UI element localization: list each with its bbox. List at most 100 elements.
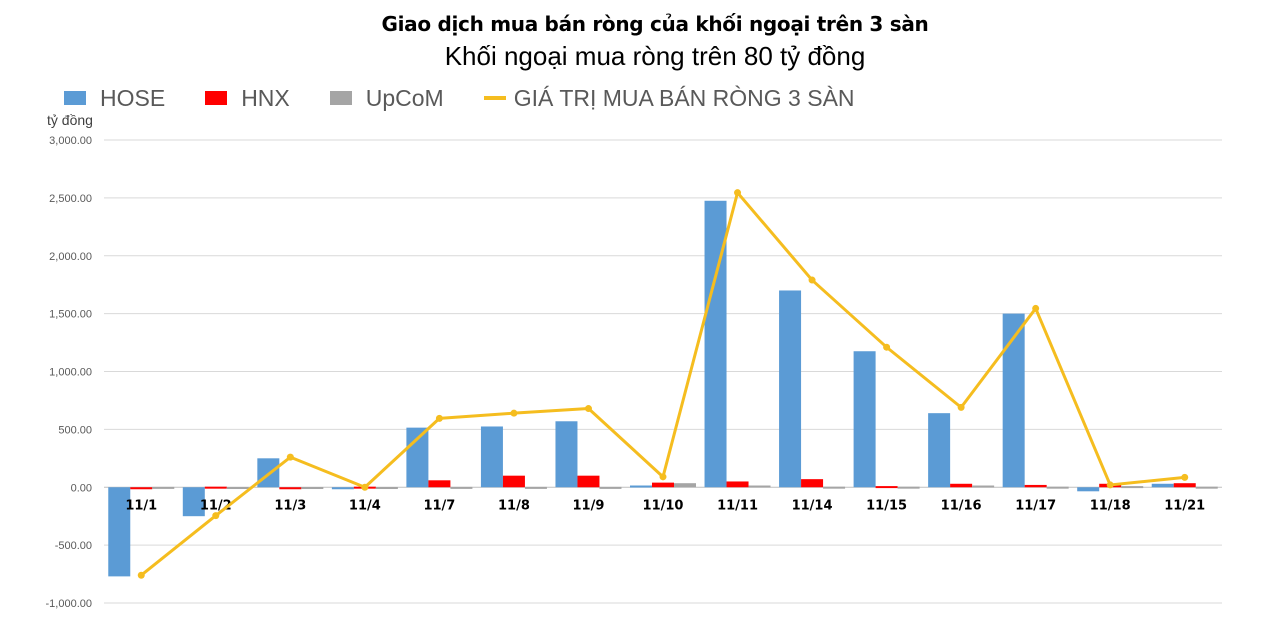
x-tick-label: 11/9 [573, 498, 605, 513]
x-tick-label: 11/3 [274, 498, 306, 513]
bar-upcom[interactable] [1121, 486, 1144, 489]
bar-hnx[interactable] [577, 475, 600, 488]
line-point-marker[interactable] [1106, 481, 1114, 489]
bar-upcom[interactable] [1195, 486, 1218, 489]
bar-hose[interactable] [182, 487, 205, 517]
bar-upcom[interactable] [823, 486, 846, 489]
x-tick-label: 11/7 [423, 498, 455, 513]
bar-hnx[interactable] [950, 483, 973, 488]
y-tick-label: 1,000.00 [49, 367, 92, 379]
bar-hnx[interactable] [875, 486, 898, 489]
x-tick-label: 11/14 [792, 498, 833, 513]
bar-upcom[interactable] [1046, 486, 1069, 489]
bar-upcom[interactable] [972, 485, 995, 488]
x-tick-label: 11/18 [1090, 498, 1131, 513]
y-tick-label: -500.00 [55, 540, 92, 552]
line-point-marker[interactable] [584, 405, 592, 413]
bar-upcom[interactable] [674, 483, 696, 488]
bar-upcom[interactable] [375, 487, 398, 490]
upcom-swatch-icon [329, 91, 352, 105]
x-tick-label: 11/8 [498, 498, 530, 513]
bar-upcom[interactable] [226, 487, 249, 490]
bar-hnx[interactable] [801, 479, 824, 488]
line-point-marker[interactable] [659, 473, 667, 481]
line-point-marker[interactable] [361, 483, 369, 491]
bar-hose[interactable] [1151, 483, 1174, 488]
bar-hose[interactable] [704, 200, 727, 488]
bar-hose[interactable] [480, 426, 503, 488]
x-tick-label: 11/16 [941, 498, 982, 513]
bar-series [108, 200, 1218, 577]
line-point-marker[interactable] [808, 276, 816, 284]
bar-hose[interactable] [108, 487, 131, 577]
chart-subtitle: Khối ngoại mua ròng trên 80 tỷ đồng [444, 41, 866, 71]
bar-hose[interactable] [331, 487, 354, 490]
legend-item-total[interactable]: GIÁ TRỊ MUA BÁN RÒNG 3 SÀN [483, 84, 855, 112]
bar-hnx[interactable] [726, 481, 749, 488]
bar-hnx[interactable] [652, 482, 674, 488]
bar-hose[interactable] [406, 427, 429, 488]
line-point-marker[interactable] [510, 409, 518, 417]
y-axis-ticks: -1,000.00 -500.00 0.00 500.00 1,000.00 1,500.… [46, 135, 92, 610]
legend-item-upcom[interactable]: UpCoM [329, 85, 444, 112]
bar-upcom[interactable] [450, 486, 473, 489]
bar-hose[interactable] [630, 485, 652, 488]
bar-hnx[interactable] [1024, 484, 1047, 488]
bar-upcom[interactable] [599, 486, 622, 489]
bar-hose[interactable] [853, 351, 876, 488]
hose-swatch-icon [64, 91, 86, 105]
bar-upcom[interactable] [301, 487, 324, 490]
bar-hnx[interactable] [204, 486, 227, 489]
line-point-marker[interactable] [286, 453, 294, 461]
y-tick-label: 2,000.00 [49, 251, 92, 263]
legend-label: HOSE [100, 84, 166, 111]
x-tick-label: 11/17 [1015, 498, 1056, 513]
x-axis-labels: 11/1 11/2 11/3 11/4 11/7 11/8 11/9 11/10 11/11 11… [125, 498, 1205, 513]
line-point-marker[interactable] [1181, 473, 1189, 481]
bar-upcom[interactable] [524, 486, 547, 489]
y-tick-label: -1,000.00 [46, 598, 92, 610]
line-point-marker[interactable] [137, 571, 145, 579]
bar-hnx[interactable] [130, 487, 153, 490]
line-point-marker[interactable] [734, 189, 742, 197]
line-point-marker[interactable] [435, 414, 443, 422]
y-tick-label: 3,000.00 [49, 135, 92, 147]
bar-hose[interactable] [1077, 487, 1100, 492]
legend-item-hose[interactable]: HOSE [64, 85, 165, 112]
line-point-marker[interactable] [212, 512, 220, 520]
line-marker-icon [483, 96, 506, 100]
y-tick-label: 2,500.00 [49, 193, 92, 205]
bar-hnx[interactable] [502, 475, 525, 488]
line-point-marker[interactable] [1032, 304, 1040, 312]
chart-title: Giao dịch mua bán ròng của khối ngoại tr… [381, 12, 929, 36]
bar-hnx[interactable] [1173, 483, 1196, 488]
net-total-line [140, 191, 1185, 577]
legend-item-hnx[interactable]: HNX [205, 85, 290, 112]
legend-label: GIÁ TRỊ MUA BÁN RÒNG 3 SÀN [513, 84, 855, 111]
x-tick-label: 11/21 [1164, 498, 1205, 513]
net-total-line-series [137, 189, 1189, 579]
y-tick-label: 1,500.00 [49, 309, 92, 321]
bar-hose[interactable] [779, 290, 802, 488]
chart-legend: HOSE HNX UpCoM GIÁ TRỊ MUA BÁN RÒNG 3 SÀ… [64, 84, 895, 112]
gridlines [104, 139, 1222, 604]
line-point-marker[interactable] [957, 403, 965, 411]
bar-upcom[interactable] [152, 486, 175, 489]
x-tick-label: 11/11 [717, 498, 758, 513]
y-tick-label: 0.00 [71, 482, 92, 494]
bar-hose[interactable] [555, 421, 578, 488]
bar-hnx[interactable] [279, 487, 302, 490]
bar-hose[interactable] [928, 413, 951, 488]
bar-upcom[interactable] [748, 485, 771, 488]
line-point-marker[interactable] [883, 343, 891, 351]
hnx-swatch-icon [205, 91, 228, 105]
y-axis-unit-label: tỷ đồng [47, 112, 93, 128]
legend-label: HNX [241, 84, 290, 111]
bar-hnx[interactable] [428, 480, 451, 488]
x-tick-label: 11/4 [349, 498, 381, 513]
y-tick-label: 500.00 [58, 424, 92, 436]
bar-upcom[interactable] [897, 486, 920, 489]
bar-hose[interactable] [1002, 313, 1025, 488]
x-tick-label: 11/10 [643, 498, 684, 513]
